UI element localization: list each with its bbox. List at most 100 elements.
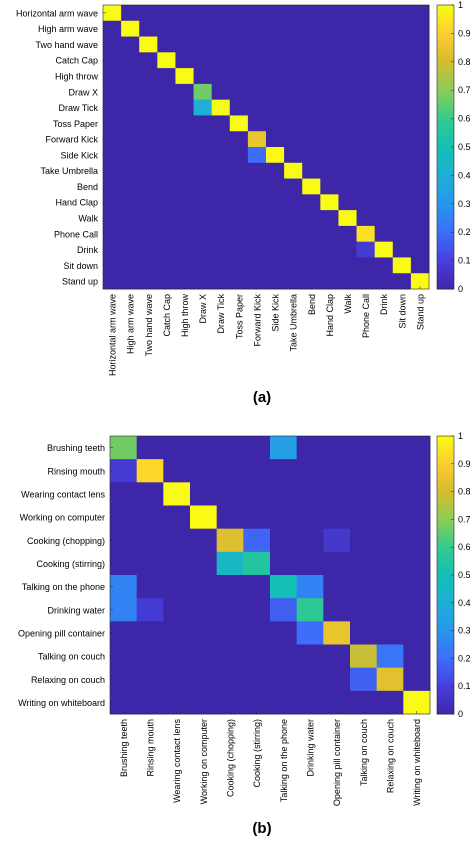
colorbar-tick-label: 1: [458, 0, 463, 10]
heatmap-cell: [410, 20, 430, 37]
heatmap-cell: [284, 210, 303, 227]
heatmap-cell: [103, 68, 122, 85]
colorbar-tick-label: 0.7: [458, 514, 471, 524]
colorbar-segment: [437, 267, 454, 272]
heatmap-cell: [139, 115, 158, 132]
heatmap-cell: [211, 52, 231, 69]
heatmap-cell: [266, 225, 285, 243]
heatmap-cell: [392, 5, 412, 22]
colorbar-segment: [437, 136, 454, 141]
heatmap-cell: [356, 52, 376, 69]
heatmap-cell: [296, 482, 324, 506]
heatmap-cell: [243, 436, 271, 460]
heatmap-cell: [374, 20, 394, 37]
heatmap-cell: [229, 210, 249, 227]
heatmap-cell: [296, 644, 324, 669]
heatmap-cell: [302, 210, 321, 227]
heatmap-cell: [136, 436, 164, 460]
heatmap-cell: [356, 5, 376, 22]
colorbar-segment: [437, 602, 454, 607]
heatmap-cell: [270, 528, 298, 553]
colorbar-segment: [437, 125, 454, 130]
colorbar-segment: [437, 22, 454, 27]
heatmap-cell: [211, 99, 231, 116]
colorbar-segment: [437, 132, 454, 137]
heatmap-cell: [110, 621, 138, 645]
colorbar-segment: [437, 186, 454, 191]
x-tick-label: Cooking (stirring): [252, 719, 262, 788]
heatmap-cell: [229, 52, 249, 69]
heatmap-cell: [121, 115, 140, 132]
heatmap-cell: [338, 225, 357, 243]
heatmap-cell: [103, 241, 122, 258]
colorbar-tick-label: 0.2: [458, 653, 471, 663]
heatmap-cell: [302, 99, 321, 116]
heatmap-cell: [410, 273, 430, 290]
heatmap-cell: [376, 528, 404, 553]
heatmap-cell: [157, 273, 176, 290]
heatmap-cell: [136, 528, 164, 553]
colorbar-segment: [437, 232, 454, 237]
heatmap-cell: [302, 115, 321, 132]
heatmap-cell: [247, 36, 267, 53]
heatmap-cell: [157, 257, 176, 274]
heatmap-cell: [163, 482, 191, 506]
heatmap-cell: [403, 575, 431, 599]
x-tick-label: High arm wave: [126, 294, 136, 354]
heatmap-cell: [356, 162, 376, 179]
heatmap-cell: [302, 273, 321, 290]
heatmap-cell: [193, 52, 213, 69]
heatmap-cell: [320, 257, 339, 274]
colorbar-segment: [437, 578, 454, 583]
x-tick-label: Toss Paper: [234, 294, 244, 339]
colorbar-segment: [437, 595, 454, 600]
heatmap-cell: [247, 5, 267, 22]
colorbar-segment: [437, 200, 454, 205]
heatmap-cell: [110, 575, 138, 599]
heatmap-cell: [403, 482, 431, 506]
heatmap-cell: [139, 131, 158, 148]
heatmap-cell: [211, 36, 231, 53]
colorbar-segment: [437, 675, 454, 680]
heatmap-cell: [320, 5, 339, 22]
colorbar-segment: [437, 239, 454, 244]
heatmap-cell: [376, 667, 404, 692]
heatmap-cell: [266, 5, 285, 22]
heatmap-cell: [323, 621, 351, 645]
colorbar-segment: [437, 214, 454, 219]
colorbar-segment: [437, 661, 454, 666]
heatmap-cell: [323, 551, 351, 576]
heatmap-cell: [136, 667, 164, 692]
heatmap-cell: [284, 131, 303, 148]
heatmap-cell: [211, 147, 231, 164]
heatmap-cell: [296, 551, 324, 576]
y-tick-label: Rinsing mouth: [47, 466, 105, 476]
colorbar-segment: [437, 571, 454, 576]
heatmap-cell: [323, 598, 351, 622]
colorbar-segment: [437, 550, 454, 555]
y-tick-label: Talking on couch: [38, 652, 105, 662]
heatmap-cell: [284, 162, 303, 179]
heatmap-cell: [157, 225, 176, 243]
heatmap-cell: [139, 36, 158, 53]
heatmap-cell: [356, 131, 376, 148]
y-tick-label: Talking on the phone: [22, 582, 105, 592]
colorbar-segment: [437, 522, 454, 527]
heatmap-cell: [121, 210, 140, 227]
heatmap-cell: [374, 257, 394, 274]
heatmap-cell: [211, 257, 231, 274]
heatmap-cell: [302, 241, 321, 258]
heatmap-cell: [103, 131, 122, 148]
heatmap-cell: [338, 36, 357, 53]
heatmap-cell: [374, 162, 394, 179]
heatmap-cell: [139, 194, 158, 211]
heatmap-cell: [338, 52, 357, 69]
panel-b-label: (b): [252, 820, 271, 837]
heatmap-cell: [211, 162, 231, 179]
heatmap-cell: [392, 147, 412, 164]
heatmap-cell: [247, 68, 267, 85]
heatmap-cell: [193, 225, 213, 243]
colorbar-segment: [437, 561, 454, 566]
heatmap-cell: [392, 20, 412, 37]
heatmap-cell: [139, 5, 158, 22]
